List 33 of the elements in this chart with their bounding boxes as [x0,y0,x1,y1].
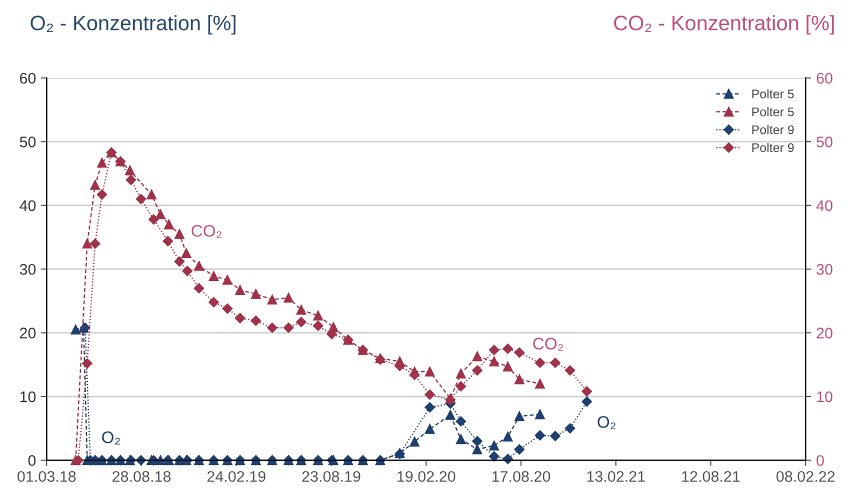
y-tick-label: 10 [20,391,36,402]
y2-tick-label: 40 [816,200,832,212]
annotation: O₂ [598,416,616,430]
x-tick-label: 24.02.19 [207,471,266,482]
legend-label: Polter 9 [752,125,794,134]
y-tick-label: 0 [28,455,36,466]
legend-label: Polter 5 [752,107,794,116]
annotation: CO₂ [192,224,222,238]
y2-tick-label: 20 [816,328,832,339]
y2-tick-label: 60 [816,72,832,84]
x-tick-label: 08.02.22 [776,471,835,482]
annotation: CO₂ [533,338,564,351]
x-tick-label: 13.02.21 [587,471,645,482]
x-tick-label: 19.02.20 [398,471,456,482]
y2-tick-label: 10 [817,391,832,402]
legend-label: Polter 9 [752,142,794,152]
x-tick-label: 17.08.20 [492,471,550,482]
x-tick-label: 23.08.19 [302,471,360,482]
y-tick-label: 30 [20,264,36,275]
x-tick-label: 01.03.18 [18,471,76,482]
x-tick-label: 12.08.21 [682,471,740,482]
y-tick-label: 60 [20,72,36,84]
y2-tick-label: 30 [816,264,832,275]
y-axis-title: O₂ - Konzentration [%] [30,15,236,35]
y2-axis-title: CO₂ - Konzentration [%] [614,15,834,35]
y-tick-label: 50 [20,136,36,148]
y2-tick-label: 0 [816,455,824,466]
y-tick-label: 40 [20,200,36,212]
annotation: O₂ [102,431,120,444]
y-tick-label: 20 [20,328,36,339]
legend-label: Polter 5 [752,89,794,98]
y2-tick-label: 50 [816,136,832,148]
x-tick-label: 28.08.18 [112,471,171,482]
